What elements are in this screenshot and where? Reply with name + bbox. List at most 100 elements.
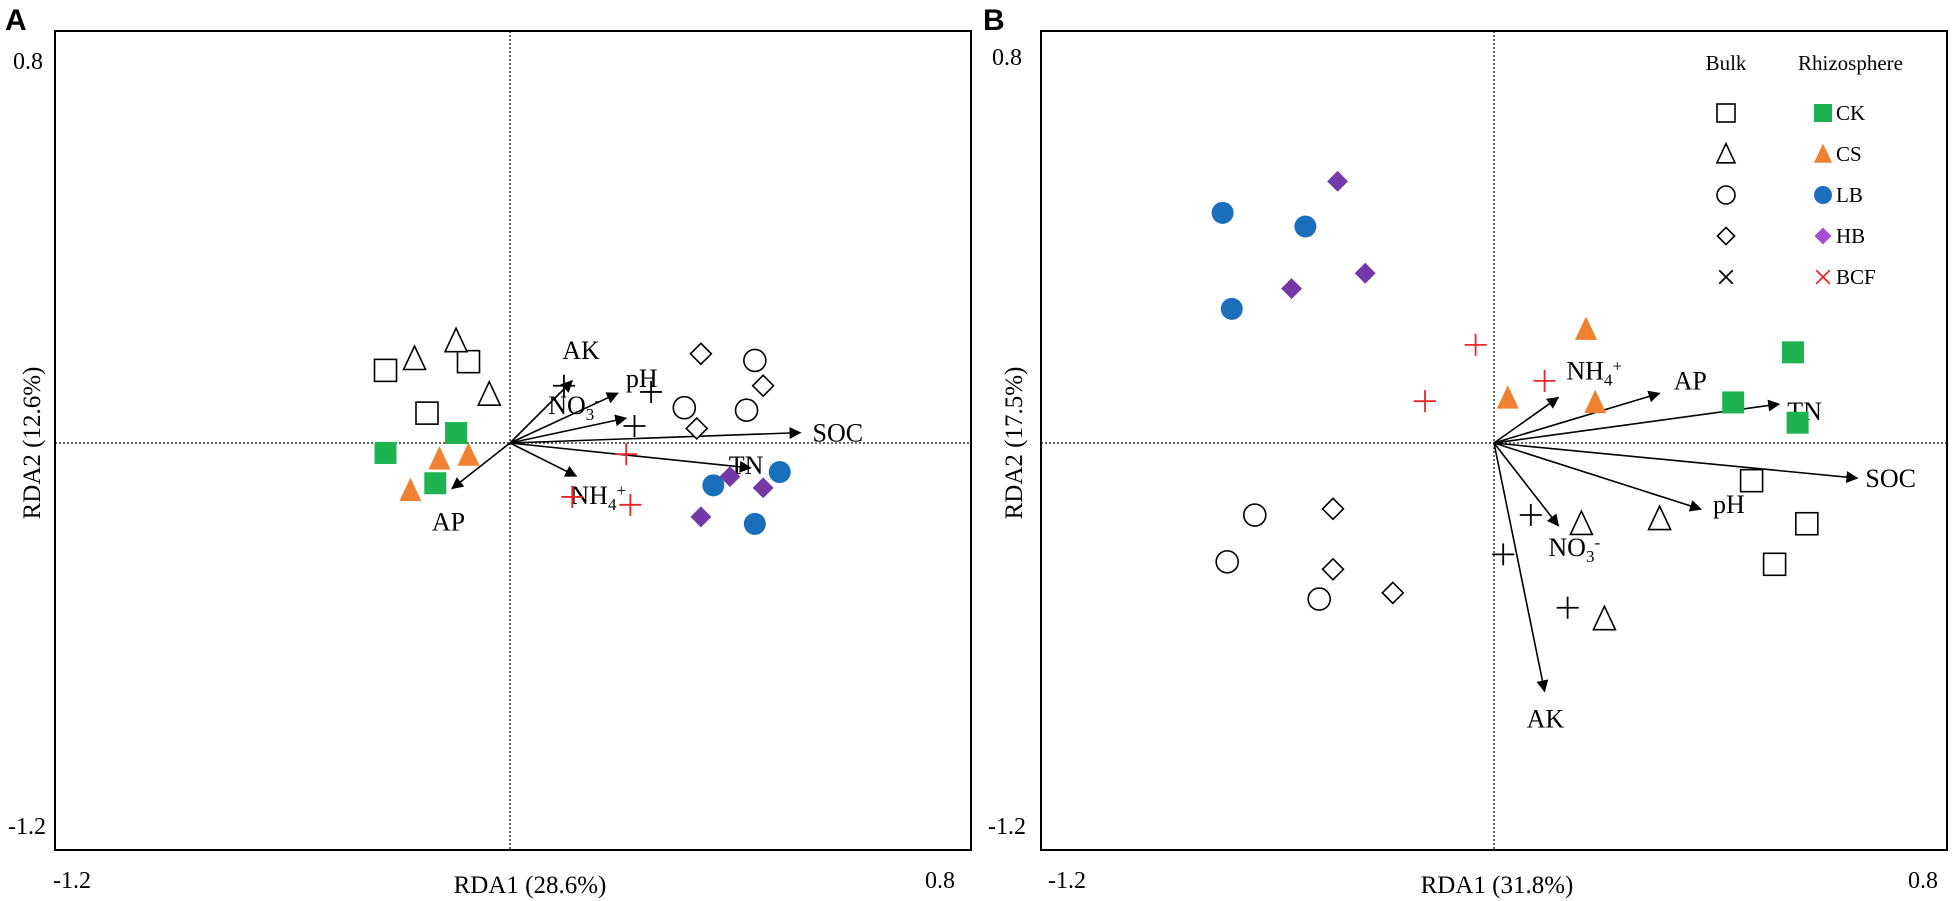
panel-b-point-cs-bulk-3 (1569, 509, 1594, 536)
panel-b-point-lb-rhizo-22 (1294, 215, 1317, 238)
legend-bulk-marker-ck (1716, 103, 1736, 123)
panel-a-point-hb-bulk-9 (689, 342, 713, 366)
panel-b-vector-no3 (1493, 442, 1560, 527)
panel-a-point-ck-bulk-1 (456, 349, 481, 374)
panel-a-point-lb-bulk-8 (734, 398, 759, 423)
panel-b-point-ck-bulk-1 (1795, 511, 1819, 536)
panel-a-vector-ph (509, 392, 619, 444)
panel-b-point-cs-bulk-4 (1647, 504, 1672, 531)
panel-b-ytick-max: 0.8 (992, 45, 1022, 71)
panel-b-point-cs-rhizo-19 (1496, 385, 1519, 409)
panel-a-point-hb-rhizo-25 (752, 477, 774, 499)
legend-bulk-marker-hb (1716, 226, 1736, 246)
legend-label-bcf: BCF (1836, 265, 1876, 289)
legend-label-cs: CS (1836, 142, 1862, 166)
panel-a-vector-label-ph: pH (626, 364, 658, 393)
panel-b: B 0.8 -1.2 -1.2 0.8 RDA1 (31.8%) RDA2 (1… (983, 4, 1948, 899)
panel-a-point-ck-bulk-0 (373, 358, 398, 383)
panel-b-point-lb-bulk-8 (1307, 587, 1331, 611)
panel-a: A 0.8 -1.2 -1.2 0.8 RDA1 (28.6%) RDA2 (1… (5, 4, 972, 899)
panel-b-x-axis-title: RDA1 (31.8%) (1421, 872, 1574, 899)
legend-bulk-marker-cs (1715, 141, 1737, 164)
panel-b-point-cs-rhizo-20 (1584, 389, 1607, 414)
panel-b-vector-soc (1493, 442, 1859, 484)
panel-b-vector-label-nh4: NH4+ (1566, 356, 1622, 389)
legend-rhizo-marker-cs (1814, 143, 1832, 163)
panel-b-point-bcf-rhizo-27 (1464, 333, 1487, 356)
panel-b-vector-nh4 (1493, 396, 1560, 444)
panel-a-vector-label-soc: SOC (813, 419, 864, 448)
panel-b-xtick-min: -1.2 (1048, 868, 1086, 894)
panel-b-vector-ph (1493, 442, 1702, 512)
legend-rhizo-marker-hb (1814, 227, 1832, 245)
panel-a-point-cs-rhizo-19 (457, 442, 480, 466)
panel-a-point-hb-rhizo-26 (690, 506, 712, 528)
legend-bulk-header: Bulk (1706, 51, 1747, 75)
panel-b-point-bcf-bulk-14 (1556, 596, 1579, 619)
panel-a-vector-tn (509, 442, 752, 473)
legend-rhizo-header: Rhizosphere (1798, 51, 1903, 75)
panel-b-vector-label-ak: AK (1527, 704, 1565, 733)
panel-a-point-cs-bulk-4 (443, 326, 469, 353)
panel-a-vector-ak (509, 380, 573, 444)
panel-a-letter: A (5, 4, 27, 37)
panel-a-point-cs-rhizo-20 (399, 477, 422, 502)
panel-a-point-bcf-bulk-14 (623, 414, 646, 437)
panel-a-point-lb-rhizo-22 (702, 474, 725, 497)
legend-label-hb: HB (1836, 224, 1865, 248)
panel-a-point-bcf-bulk-12 (552, 374, 575, 397)
panel-b-point-cs-rhizo-18 (1575, 316, 1597, 340)
panel-a-point-ck-rhizo-17 (424, 472, 447, 495)
panel-a-point-ck-bulk-2 (415, 401, 439, 425)
panel-b-point-ck-rhizo-17 (1786, 411, 1809, 434)
panel-a-point-cs-rhizo-18 (428, 446, 451, 470)
panel-b-point-ck-bulk-2 (1762, 552, 1787, 577)
panel-b-point-hb-bulk-11 (1381, 581, 1405, 605)
panel-b-vector-label-ph: pH (1713, 490, 1745, 519)
panel-a-point-ck-rhizo-16 (374, 441, 397, 464)
panel-b-vector-label-soc: SOC (1865, 464, 1916, 493)
panel-b-vector-ap (1493, 390, 1661, 444)
panel-a-xtick-min: -1.2 (53, 868, 91, 894)
legend-label-lb: LB (1836, 183, 1863, 207)
panel-a-point-lb-bulk-6 (743, 348, 767, 373)
panel-b-ytick-min: -1.2 (988, 814, 1026, 840)
panel-a-point-bcf-rhizo-27 (615, 443, 638, 466)
panel-a-vector-label-ak: AK (562, 336, 600, 365)
legend: Bulk Rhizosphere CK CS LB HB BCF (1706, 51, 1903, 289)
legend-bulk-marker-lb (1716, 185, 1736, 205)
panel-b-point-lb-bulk-6 (1243, 503, 1267, 527)
panel-a-point-hb-bulk-10 (751, 374, 775, 398)
panel-a-point-hb-bulk-11 (685, 416, 709, 441)
panel-b-point-ck-rhizo-15 (1782, 341, 1804, 364)
panel-b-vector-ak (1493, 442, 1549, 693)
panel-a-plot-frame (54, 30, 972, 851)
panel-b-point-hb-rhizo-24 (1327, 170, 1349, 192)
panel-b-point-cs-bulk-5 (1592, 604, 1617, 631)
panel-b-vector-label-no3: NO3- (1548, 533, 1600, 566)
panel-b-vector-label-ap: AP (1674, 366, 1707, 395)
panel-b-point-lb-bulk-7 (1215, 550, 1239, 574)
legend-rhizo-marker-ck (1814, 104, 1832, 122)
panel-a-point-lb-bulk-7 (672, 395, 697, 420)
legend-bulk-marker-bcf (1718, 269, 1734, 285)
panel-a-point-cs-bulk-5 (476, 379, 502, 406)
panel-a-ytick-min: -1.2 (8, 814, 46, 840)
panel-b-point-hb-rhizo-26 (1281, 278, 1303, 300)
panel-a-vector-ap (451, 442, 511, 490)
panel-a-point-bcf-rhizo-29 (619, 493, 642, 516)
panel-b-point-lb-rhizo-23 (1220, 297, 1243, 320)
panel-b-points (1211, 170, 1819, 631)
panel-a-ytick-max: 0.8 (13, 49, 43, 75)
panel-a-point-lb-rhizo-21 (768, 461, 791, 484)
panel-a-point-ck-rhizo-15 (445, 422, 468, 445)
panel-a-point-hb-rhizo-24 (719, 466, 741, 488)
panel-a-vector-soc (509, 427, 802, 444)
panel-a-point-bcf-rhizo-28 (561, 485, 584, 508)
panel-b-point-hb-bulk-10 (1321, 557, 1345, 581)
panel-b-point-bcf-bulk-12 (1519, 504, 1542, 527)
panel-b-point-hb-rhizo-25 (1354, 262, 1376, 284)
legend-label-ck: CK (1836, 101, 1865, 125)
